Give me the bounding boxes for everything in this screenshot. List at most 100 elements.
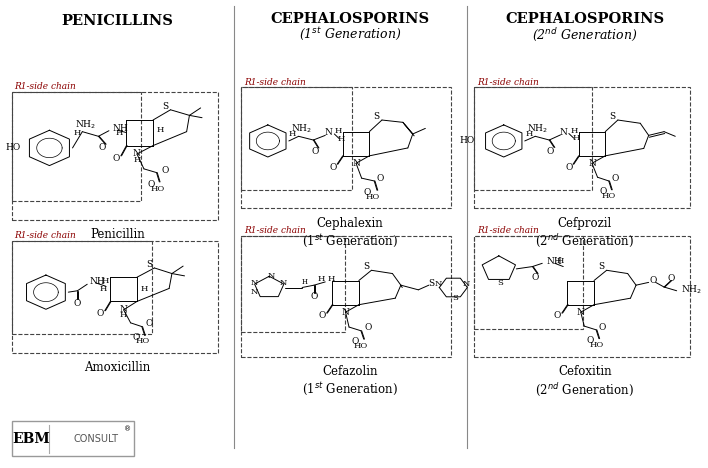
Text: R1-side chain: R1-side chain [244, 227, 306, 235]
Text: O: O [554, 311, 561, 321]
Text: (2$^{nd}$ Generation): (2$^{nd}$ Generation) [532, 26, 638, 43]
Text: N: N [341, 307, 350, 317]
Text: N: N [133, 149, 141, 159]
Text: NH: NH [113, 124, 128, 133]
Text: O: O [565, 162, 573, 171]
Text: NH$_2$: NH$_2$ [681, 284, 702, 296]
Text: N: N [250, 288, 258, 296]
Text: S: S [609, 112, 615, 121]
Text: Cefazolin
(1$^{st}$ Generation): Cefazolin (1$^{st}$ Generation) [302, 365, 398, 397]
Text: O: O [612, 174, 619, 183]
Text: S: S [428, 279, 435, 288]
Text: R1-side chain: R1-side chain [477, 78, 539, 87]
Text: O: O [547, 146, 554, 156]
Text: N: N [577, 307, 585, 317]
Text: H: H [556, 256, 564, 264]
Text: S: S [373, 112, 379, 121]
Text: Amoxicillin: Amoxicillin [84, 360, 151, 373]
Text: H: H [140, 285, 147, 293]
Text: H: H [289, 131, 296, 139]
Bar [241, 236, 451, 357]
Text: S: S [147, 260, 153, 269]
Text: HO: HO [354, 342, 368, 350]
Text: O: O [649, 276, 656, 285]
Text: O: O [97, 309, 104, 318]
Text: O: O [147, 180, 154, 189]
Text: NH$_2$: NH$_2$ [527, 123, 549, 135]
Bar [474, 236, 583, 329]
Text: O: O [113, 154, 120, 163]
Text: H: H [102, 277, 109, 285]
Text: R1-side chain: R1-side chain [477, 227, 539, 235]
Bar [474, 236, 690, 357]
Text: N: N [462, 280, 469, 288]
Text: HO: HO [589, 341, 603, 349]
Text: NH$_2$: NH$_2$ [291, 123, 312, 135]
Text: O: O [146, 319, 153, 328]
Text: HO: HO [365, 193, 379, 201]
Text: PENICILLINS: PENICILLINS [62, 15, 173, 29]
Bar [11, 92, 141, 201]
Text: S: S [163, 102, 169, 110]
Text: H: H [570, 127, 578, 135]
Text: N: N [352, 159, 360, 168]
Text: H: H [156, 126, 164, 134]
Text: H: H [100, 285, 107, 293]
Bar [11, 92, 218, 220]
Text: N: N [588, 159, 596, 168]
Text: N: N [120, 305, 127, 314]
Text: CEPHALOSPORINS: CEPHALOSPORINS [506, 12, 665, 26]
Text: Penicillin: Penicillin [90, 228, 144, 241]
Text: O: O [161, 166, 169, 175]
Text: S: S [598, 262, 604, 271]
Text: O: O [319, 311, 326, 321]
Bar [241, 88, 352, 190]
Text: O: O [310, 292, 318, 301]
Text: H: H [573, 134, 581, 142]
Text: EBM: EBM [12, 432, 50, 446]
Text: O: O [587, 336, 594, 345]
Text: Cefprozil
(2$^{nd}$ Generation): Cefprozil (2$^{nd}$ Generation) [535, 217, 634, 249]
Text: H: H [134, 155, 141, 163]
Text: S: S [362, 262, 369, 271]
Text: O: O [532, 273, 539, 282]
Text: O: O [311, 147, 319, 156]
Bar [474, 88, 690, 208]
Text: ®: ® [123, 426, 131, 432]
Text: R1-side chain: R1-side chain [14, 231, 76, 240]
Text: O: O [329, 162, 336, 171]
Text: HO: HO [6, 143, 21, 153]
Text: N: N [434, 280, 442, 288]
Text: S: S [452, 294, 458, 302]
Bar [474, 88, 592, 190]
Text: N: N [324, 128, 332, 137]
Text: R1-side chain: R1-side chain [14, 82, 76, 91]
Text: O: O [600, 187, 607, 196]
Text: (1$^{st}$ Generation): (1$^{st}$ Generation) [299, 26, 401, 42]
Text: S: S [497, 279, 503, 287]
Text: Cephalexin
(1$^{st}$ Generation): Cephalexin (1$^{st}$ Generation) [302, 217, 398, 249]
Text: O: O [132, 333, 140, 342]
Text: O: O [364, 323, 372, 332]
Text: H: H [74, 129, 81, 137]
Text: O: O [74, 299, 81, 308]
Text: H: H [334, 127, 341, 135]
Text: O: O [98, 143, 105, 153]
Text: HO: HO [459, 137, 475, 146]
Text: O: O [598, 322, 605, 331]
Text: O: O [377, 174, 384, 183]
Text: H: H [526, 131, 533, 139]
Text: H: H [301, 278, 307, 286]
Text: H: H [119, 311, 127, 320]
Text: H: H [115, 129, 123, 137]
Bar [241, 88, 451, 208]
Text: HO: HO [150, 185, 164, 193]
Text: H: H [338, 135, 345, 143]
Text: O: O [668, 274, 675, 283]
Text: NH$_2$: NH$_2$ [75, 119, 96, 132]
Text: CONSULT: CONSULT [73, 434, 118, 444]
Text: HO: HO [135, 337, 150, 345]
Text: NH: NH [89, 277, 105, 286]
Text: N: N [250, 279, 258, 287]
Bar [11, 422, 134, 456]
